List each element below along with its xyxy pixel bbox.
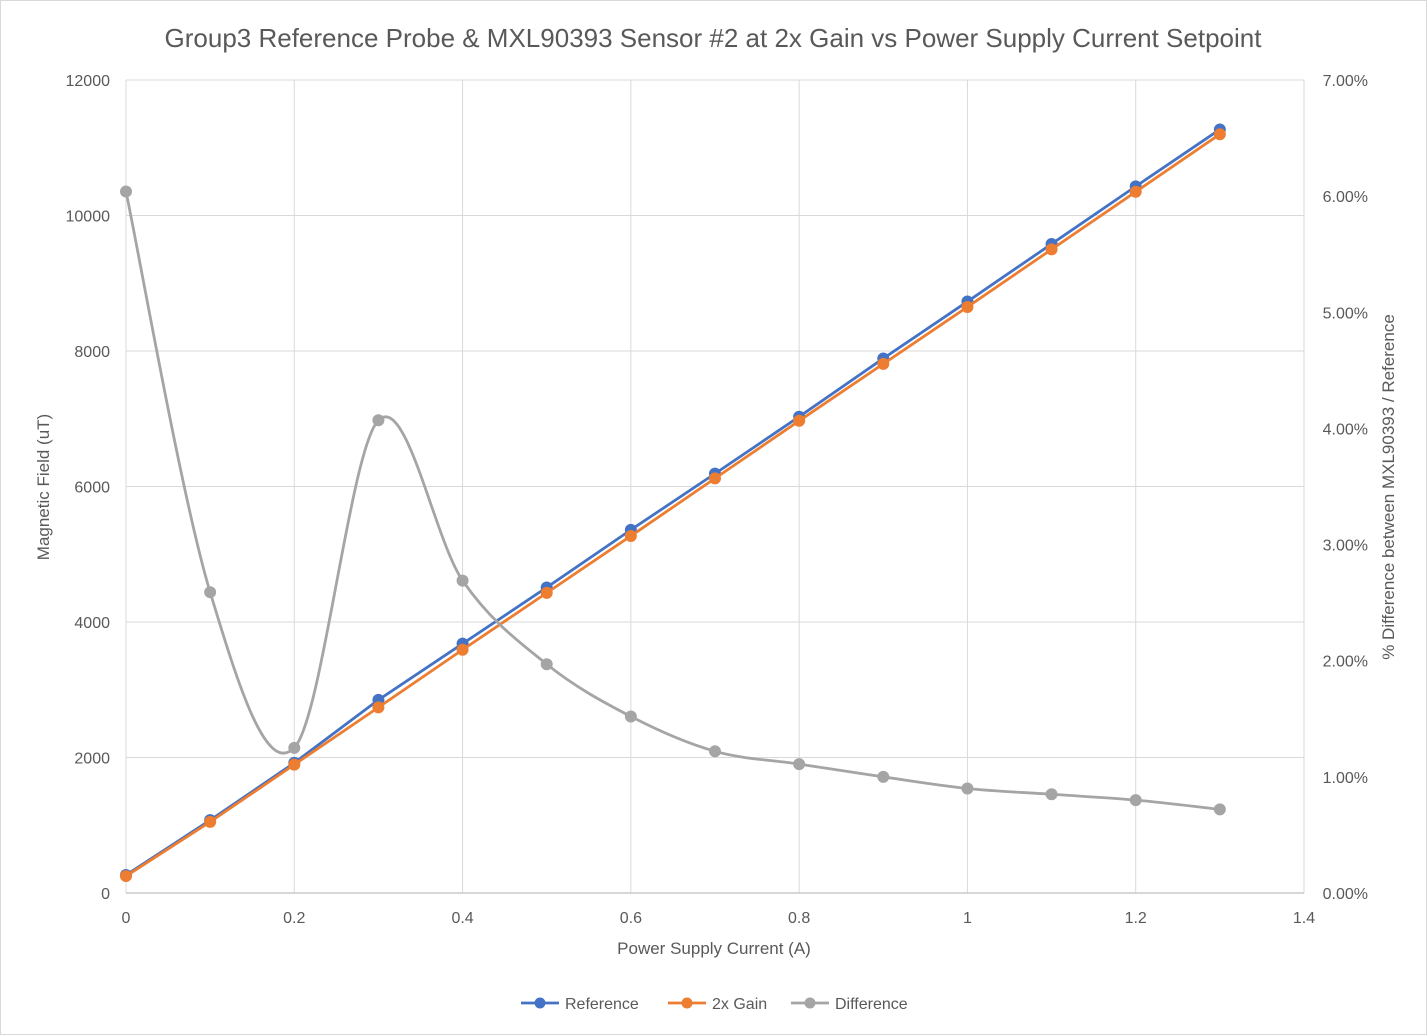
data-point-2x-gain bbox=[372, 701, 385, 714]
x-tick-label: 0.8 bbox=[788, 910, 810, 927]
data-point-difference bbox=[624, 710, 637, 723]
y-tick-label: 8000 bbox=[74, 344, 110, 361]
y2-tick-label: 4.00% bbox=[1323, 421, 1368, 438]
data-point-difference bbox=[877, 770, 890, 783]
x-tick-label: 0 bbox=[122, 910, 131, 927]
data-point-2x-gain bbox=[120, 870, 132, 883]
series-line-2x-gain bbox=[125, 133, 1221, 878]
data-point-2x-gain bbox=[624, 529, 637, 542]
legend-marker-reference bbox=[534, 997, 546, 1009]
x-tick-label: 1 bbox=[963, 910, 972, 927]
y-tick-label: 12000 bbox=[66, 73, 111, 90]
y-tick-label: 2000 bbox=[74, 751, 110, 768]
data-point-2x-gain bbox=[709, 472, 721, 485]
y2-tick-label: 3.00% bbox=[1323, 538, 1368, 555]
data-point-difference bbox=[961, 782, 974, 795]
y2-tick-label: 7.00% bbox=[1323, 73, 1368, 90]
data-point-2x-gain bbox=[961, 300, 974, 313]
data-point-difference bbox=[456, 574, 469, 587]
axes-layer: 0 2000 4000 6000 8000 10000 12000 0.00% 1.00% 2.0… bbox=[66, 73, 1369, 927]
data-point-2x-gain bbox=[1129, 185, 1142, 198]
y2-tick-label: 1.00% bbox=[1323, 770, 1368, 787]
data-point-2x-gain bbox=[204, 815, 217, 828]
y-tick-label: 10000 bbox=[66, 209, 111, 226]
x-tick-label: 1.2 bbox=[1125, 910, 1147, 927]
y2-axis-title: % Difference between MXL90393 / Referenc… bbox=[1379, 314, 1398, 660]
data-point-difference bbox=[120, 185, 132, 198]
x-tick-label: 0.2 bbox=[283, 910, 305, 927]
legend-marker-difference bbox=[804, 997, 816, 1009]
x-axis-title: Power Supply Current (A) bbox=[617, 939, 811, 958]
data-point-difference bbox=[709, 745, 721, 758]
data-point-difference bbox=[372, 414, 385, 427]
y-tick-label: 6000 bbox=[74, 480, 110, 497]
y2-tick-label: 5.00% bbox=[1323, 305, 1368, 322]
legend: Reference 2x Gain Difference bbox=[521, 996, 908, 1013]
data-point-2x-gain bbox=[288, 758, 301, 771]
data-point-difference bbox=[288, 741, 301, 754]
data-point-2x-gain bbox=[540, 586, 553, 599]
data-point-difference bbox=[540, 658, 553, 671]
series-line-reference bbox=[125, 128, 1221, 877]
data-point-difference bbox=[793, 758, 806, 771]
y-tick-label: 0 bbox=[101, 886, 110, 903]
y2-tick-label: 0.00% bbox=[1323, 886, 1368, 903]
series-layer bbox=[120, 123, 1226, 883]
legend-marker-2x-gain bbox=[681, 997, 693, 1009]
data-point-difference bbox=[204, 586, 217, 599]
x-tick-label: 0.4 bbox=[451, 910, 473, 927]
grid-layer bbox=[125, 79, 1305, 894]
y-axis-title: Magnetic Field (uT) bbox=[34, 414, 53, 560]
data-point-2x-gain bbox=[456, 643, 469, 656]
legend-label-2x-gain: 2x Gain bbox=[712, 996, 767, 1013]
data-point-2x-gain bbox=[793, 414, 806, 427]
legend-label-reference: Reference bbox=[565, 996, 639, 1013]
data-point-difference bbox=[1213, 803, 1226, 816]
y2-tick-label: 6.00% bbox=[1323, 189, 1368, 206]
legend-label-difference: Difference bbox=[835, 996, 908, 1013]
data-point-2x-gain bbox=[877, 357, 890, 370]
x-tick-label: 0.6 bbox=[620, 910, 642, 927]
data-point-difference bbox=[1045, 788, 1058, 801]
data-point-difference bbox=[1129, 794, 1142, 807]
y-tick-label: 4000 bbox=[74, 615, 110, 632]
y2-tick-label: 2.00% bbox=[1323, 654, 1368, 671]
data-point-2x-gain bbox=[1213, 128, 1226, 141]
chart-title: Group3 Reference Probe & MXL90393 Sensor… bbox=[165, 23, 1263, 53]
x-tick-label: 1.4 bbox=[1293, 910, 1315, 927]
data-point-2x-gain bbox=[1045, 243, 1058, 256]
